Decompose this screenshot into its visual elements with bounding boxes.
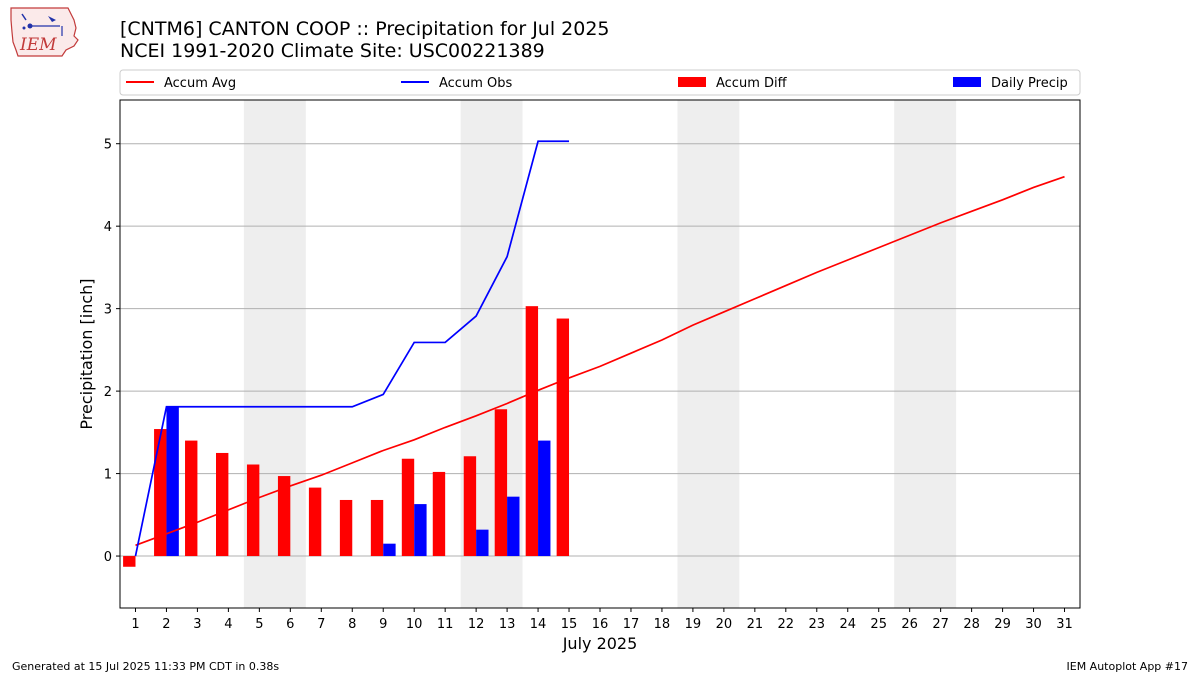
- x-tick-label: 31: [1056, 617, 1073, 632]
- legend-accum-diff-label: Accum Diff: [716, 76, 788, 91]
- y-tick-label: 3: [104, 303, 112, 318]
- x-tick-label: 1: [131, 617, 139, 632]
- accum-diff-bar: [123, 556, 136, 567]
- x-tick-label: 26: [901, 617, 918, 632]
- accum-diff-bar: [432, 471, 446, 557]
- legend-daily-precip-label: Daily Precip: [991, 76, 1068, 91]
- x-tick-label: 11: [437, 617, 454, 632]
- legend-accum-obs-label: Accum Obs: [439, 76, 512, 91]
- x-tick-label: 28: [963, 617, 980, 632]
- x-tick-label: 4: [224, 617, 232, 632]
- x-tick-label: 7: [317, 617, 325, 632]
- x-tick-label: 17: [623, 617, 640, 632]
- daily-precip-bar: [538, 440, 551, 557]
- x-tick-label: 13: [499, 617, 516, 632]
- accum-diff-bar: [370, 499, 384, 557]
- legend-box: [119, 69, 1081, 96]
- accum-avg-line: [135, 175, 1065, 547]
- legend-accum-avg-label: Accum Avg: [164, 76, 236, 91]
- x-tick-label: 19: [685, 617, 702, 632]
- daily-precip-bar: [507, 496, 520, 557]
- chart-subtitle: NCEI 1991-2020 Climate Site: USC00221389: [120, 40, 545, 62]
- x-tick-label: 20: [716, 617, 733, 632]
- daily-precip-bar: [414, 504, 427, 557]
- x-tick-label: 3: [193, 617, 201, 632]
- accum-diff-bar: [277, 476, 291, 557]
- x-tick-label: 27: [932, 617, 949, 632]
- accum-obs-line: [134, 140, 570, 557]
- app-id: IEM Autoplot App #17: [1066, 660, 1189, 673]
- logo-text: IEM: [19, 35, 57, 55]
- x-tick-label: 16: [592, 617, 609, 632]
- y-tick-label: 2: [104, 385, 112, 400]
- x-tick-label: 9: [379, 617, 387, 632]
- weekend-band: [677, 100, 740, 608]
- y-tick-label: 4: [104, 220, 112, 235]
- x-tick-label: 18: [654, 617, 671, 632]
- accum-diff-bar: [185, 440, 198, 557]
- daily-precip-bar: [166, 406, 179, 557]
- accum-diff-bar: [308, 487, 322, 557]
- legend: Accum Avg Accum Obs Accum Diff Daily Precip: [119, 69, 1081, 96]
- x-tick-label: 8: [348, 617, 356, 632]
- x-tick-label: 10: [406, 617, 423, 632]
- accum-diff-bar: [401, 458, 415, 557]
- x-tick-label: 24: [839, 617, 856, 632]
- x-tick-label: 23: [809, 617, 826, 632]
- x-tick-label: 5: [255, 617, 263, 632]
- iem-logo: IEM: [8, 6, 82, 62]
- x-tick-label: 12: [468, 617, 485, 632]
- x-tick-label: 15: [561, 617, 578, 632]
- y-tick-label: 1: [104, 468, 112, 483]
- x-tick-label: 21: [747, 617, 764, 632]
- legend-daily-precip-swatch: [953, 77, 981, 87]
- chart-title: [CNTM6] CANTON COOP :: Precipitation for…: [120, 18, 610, 40]
- x-tick-label: 6: [286, 617, 294, 632]
- accum-diff-bar: [339, 499, 353, 557]
- daily-precip-bar: [383, 543, 396, 557]
- x-tick-label: 25: [870, 617, 887, 632]
- accum-diff-bar: [494, 409, 508, 557]
- accum-diff-bar: [154, 429, 167, 557]
- x-axis-label: July 2025: [562, 634, 638, 653]
- plot-frame: [119, 99, 1081, 609]
- x-tick-label: 14: [530, 617, 547, 632]
- y-axis-label: Precipitation [inch]: [77, 278, 96, 429]
- legend-accum-diff-swatch: [678, 77, 706, 87]
- y-tick-label: 5: [104, 138, 112, 153]
- x-tick-label: 22: [778, 617, 795, 632]
- accum-diff-bar: [463, 456, 477, 557]
- daily-precip-bar: [476, 529, 489, 557]
- generated-timestamp: Generated at 15 Jul 2025 11:33 PM CDT in…: [12, 660, 280, 673]
- accum-diff-bar: [246, 464, 260, 557]
- accum-diff-bar: [556, 318, 570, 557]
- x-tick-label: 30: [1025, 617, 1042, 632]
- x-tick-label: 29: [994, 617, 1011, 632]
- accum-diff-bar: [216, 452, 229, 557]
- y-tick-label: 0: [104, 550, 112, 565]
- weekend-band: [894, 100, 957, 608]
- x-tick-label: 2: [162, 617, 170, 632]
- accum-diff-bar: [525, 306, 539, 557]
